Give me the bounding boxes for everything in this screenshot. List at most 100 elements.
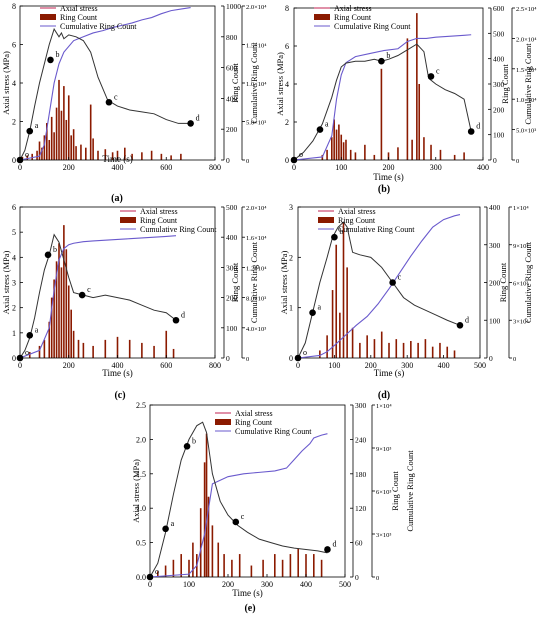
stage-point-o [290,156,298,164]
x-axis-label: Time (s) [102,154,132,164]
y-right-tick-label: 0 [226,156,230,165]
y-left-tick-label: 2 [12,304,16,313]
panel-label: (c) [114,390,125,401]
y-right2-tick-label: 5.0×10³ [516,128,536,135]
y-right-tick-label: 100 [489,316,501,325]
y-right2-tick-label: 0 [246,356,249,363]
x-axis-label: Time (s) [373,172,403,182]
y-right2-tick-label: 2.0×10⁴ [246,4,267,11]
y-right2-axis-label: Cumulative Ring Count [523,241,533,323]
stage-point-o [16,156,24,164]
stage-point-d [172,316,180,324]
x-tick-label: 400 [112,361,124,370]
panel-3: 0 200 400 600 800 Time (s) 0 1 2 3 4 5 6 Axial stress… [1,203,267,401]
y-right2-tick-label: 1.5×10⁴ [516,67,537,74]
y-left-tick-label: 6 [12,203,16,212]
cumulative-ring-count-line [19,235,177,359]
y-right-axis-label: Ring Count [390,471,400,511]
y-left-tick-label: 3 [289,203,293,212]
stage-point-b [378,57,385,65]
x-tick-label: 300 [401,361,413,370]
x-tick-label: 300 [430,163,442,172]
stage-point-a [26,332,34,339]
legend-swatch-ring [318,217,334,223]
y-right-tick-label: 240 [355,435,367,444]
y-left-tick-label: 5 [12,228,16,237]
y-right2-tick-label: 9×10³ [376,446,391,453]
x-tick-label: 400 [477,163,489,172]
legend-label: Ring Count [235,418,273,427]
y-right-tick-label: 0 [226,354,230,363]
y-right-tick-label: 100 [226,324,238,333]
stage-point-label: d [196,113,200,122]
y-left-tick-label: 0 [12,156,16,165]
x-tick-label: 0 [18,361,22,370]
x-tick-label: 600 [160,163,172,172]
legend-label: Cumulative Ring Count [235,427,312,436]
x-tick-label: 100 [183,580,195,589]
y-right2-tick-label: 1×10⁴ [513,205,529,212]
stage-point-label: o [25,348,29,357]
stage-point-a [309,309,316,317]
y-right2-tick-label: 0 [516,158,519,165]
legend-swatch-ring [215,419,231,425]
legend-label: Cumulative Ring Count [60,22,137,31]
y-left-tick-label: 0 [12,354,16,363]
x-tick-label: 500 [339,580,351,589]
stage-point-label: a [35,121,39,130]
y-right-tick-label: 60 [355,539,363,548]
stage-point-o [294,354,302,362]
y-right-tick-label: 0 [355,573,359,582]
stage-point-label: o [299,150,303,159]
stage-point-a [316,126,324,133]
stage-point-label: d [476,122,480,131]
y-right2-axis-label: Cumulative Ring Count [523,43,533,125]
x-tick-label: 0 [18,163,22,172]
stage-point-label: c [398,273,402,282]
y-right2-tick-label: 1.2×10⁴ [246,265,267,272]
legend-label: Ring Count [338,216,376,225]
y-right2-tick-label: 9×10³ [513,243,528,250]
x-tick-label: 200 [63,163,75,172]
stage-point-label: d [465,315,469,324]
y-right2-tick-label: 8.0×10³ [246,296,266,303]
y-right-tick-label: 0 [489,354,493,363]
legend-label: Axial stress [60,4,98,13]
y-right-tick-label: 600 [226,64,238,73]
y-left-tick-label: 8 [12,2,16,11]
x-axis-label: Time (s) [374,368,404,378]
stage-point-d [324,546,331,553]
y-right-tick-label: 200 [493,105,505,114]
y-right-tick-label: 100 [493,131,505,140]
stage-point-label: b [55,50,59,59]
y-right-tick-label: 200 [226,125,238,134]
y-left-axis-label: Axial stress (MPa) [131,459,141,523]
y-left-tick-label: 4 [12,253,16,262]
y-right-tick-label: 1000 [226,2,241,11]
y-left-tick-label: 6 [12,41,16,50]
y-left-tick-label: 8 [285,4,289,13]
axial-stress-line [297,221,461,359]
axial-stress-line [19,27,191,161]
stage-point-label: c [436,66,440,75]
stage-point-c [389,279,396,286]
legend-label: Axial stress [338,207,376,216]
stage-point-label: a [35,325,39,334]
stage-point-d [187,120,194,127]
y-left-tick-label: 2 [289,253,293,262]
y-left-tick-label: 0 [289,354,293,363]
legend-label: Axial stress [235,409,273,418]
y-left-tick-label: 4 [12,79,16,88]
stage-point-label: a [325,120,329,129]
y-right-tick-label: 400 [226,233,238,242]
stage-point-d [467,128,475,135]
y-right2-tick-label: 0 [246,158,249,165]
stage-point-label: b [339,227,343,236]
x-tick-label: 300 [261,580,273,589]
plot-frame [149,404,346,578]
axial-stress-line [149,421,328,578]
x-tick-label: 200 [222,580,234,589]
legend-label: Axial stress [334,4,372,13]
